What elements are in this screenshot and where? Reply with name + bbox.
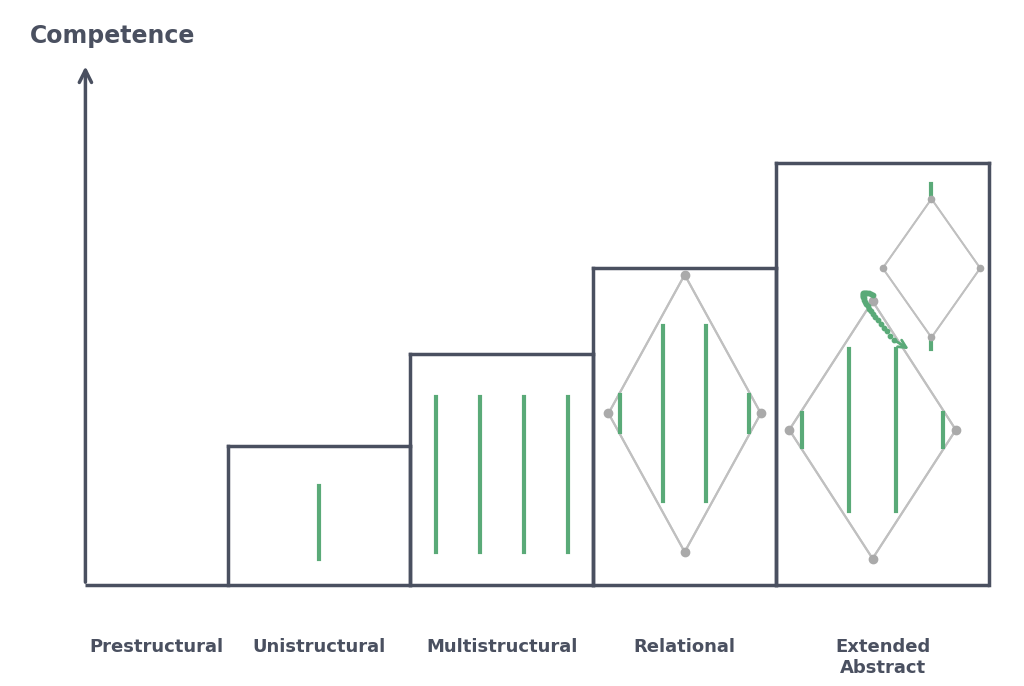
Text: Multistructural: Multistructural [426, 638, 578, 656]
Text: Competence: Competence [30, 24, 195, 48]
Text: Unistructural: Unistructural [252, 638, 386, 656]
Text: Prestructural: Prestructural [89, 638, 223, 656]
Text: Relational: Relational [634, 638, 735, 656]
Text: Extended
Abstract: Extended Abstract [836, 638, 931, 676]
